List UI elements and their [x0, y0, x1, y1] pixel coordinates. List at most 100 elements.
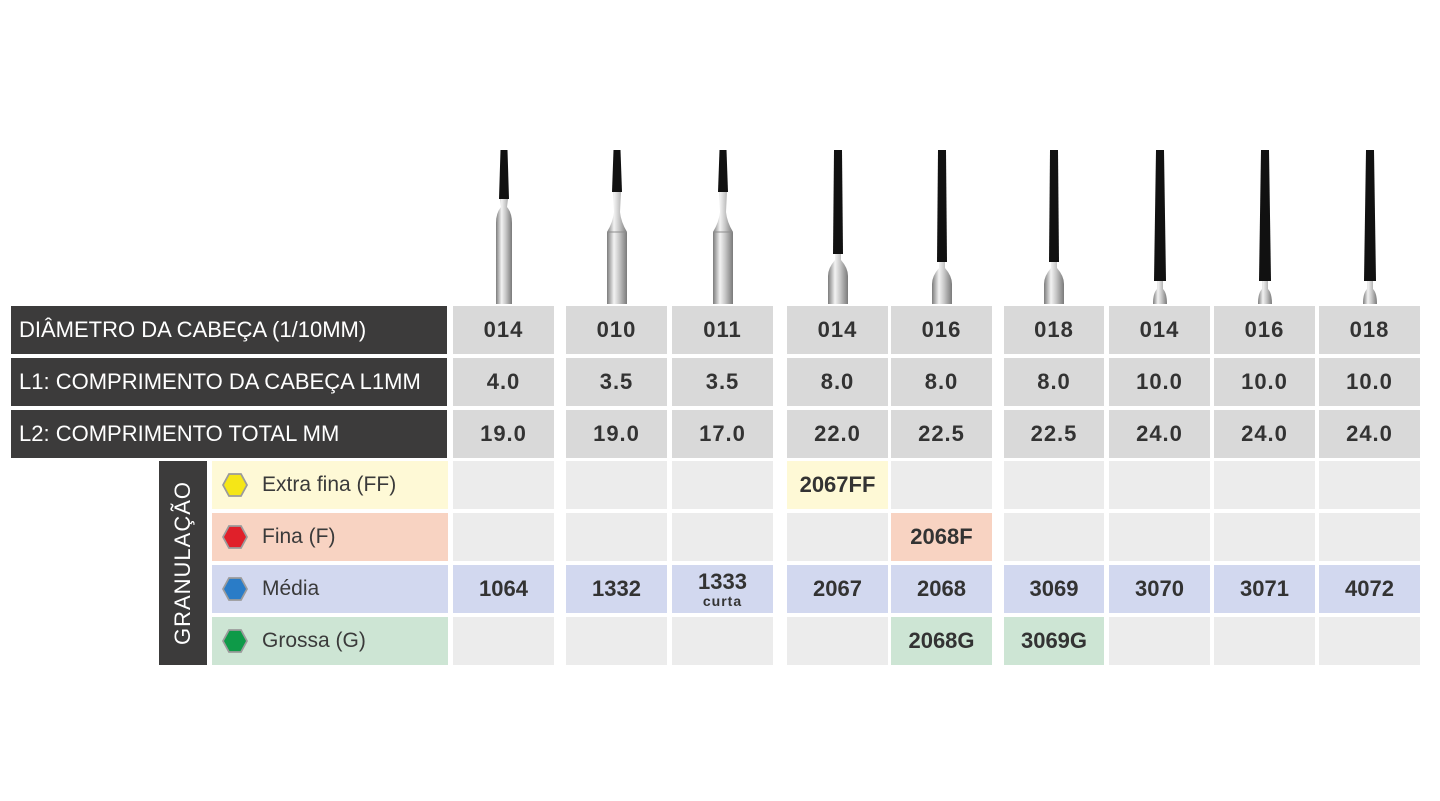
green-hexagon-icon — [222, 629, 248, 653]
row-header-total-length: L2: COMPRIMENTO TOTAL MM — [11, 410, 447, 458]
product-code-cell[interactable]: 3069 — [1004, 565, 1104, 613]
product-code-cell[interactable]: 3071 — [1214, 565, 1315, 613]
diameter-cell: 018 — [1319, 306, 1420, 354]
product-code: 3069 — [1029, 576, 1079, 601]
granulation-vertical-header: GRANULAÇÃO — [159, 461, 207, 665]
total-length-cell: 24.0 — [1319, 410, 1420, 458]
granulation-label-text: Grossa (G) — [262, 629, 366, 652]
bur-illustration — [931, 150, 952, 304]
empty-cell — [672, 617, 773, 665]
head-length-cell: 10.0 — [1109, 358, 1210, 406]
head-length-cell: 4.0 — [453, 358, 554, 406]
row-header-head-length: L1: COMPRIMENTO DA CABEÇA L1MM — [11, 358, 447, 406]
bur-illustration — [827, 150, 848, 304]
bur-illustration — [606, 150, 627, 304]
empty-cell — [566, 513, 667, 561]
product-code: 1064 — [479, 576, 528, 601]
product-code-cell[interactable]: 2067FF — [787, 461, 888, 509]
empty-cell — [1214, 617, 1315, 665]
empty-cell — [1109, 617, 1210, 665]
product-code-cell[interactable]: 2068G — [891, 617, 992, 665]
empty-cell — [453, 513, 554, 561]
granulation-title: GRANULAÇÃO — [170, 480, 195, 646]
total-length-cell: 22.5 — [891, 410, 992, 458]
diameter-cell: 014 — [453, 306, 554, 354]
diameter-cell: 016 — [891, 306, 992, 354]
bur-head — [611, 150, 622, 192]
bur-illustration — [712, 150, 733, 304]
product-code: 2068G — [908, 628, 975, 653]
empty-cell — [1319, 513, 1420, 561]
product-code-cell[interactable]: 3070 — [1109, 565, 1210, 613]
bur-illustration — [495, 150, 512, 304]
product-code-cell[interactable]: 1333 curta — [672, 565, 773, 613]
diameter-cell: 014 — [787, 306, 888, 354]
product-code-cell[interactable]: 2067 — [787, 565, 888, 613]
total-length-cell: 17.0 — [672, 410, 773, 458]
bur-illustration — [1044, 150, 1064, 304]
total-length-cell: 22.0 — [787, 410, 888, 458]
empty-cell — [1214, 513, 1315, 561]
row-header-diameter: DIÂMETRO DA CABEÇA (1/10MM) — [11, 306, 447, 354]
product-code-cell[interactable]: 3069G — [1004, 617, 1104, 665]
product-code: 2068F — [910, 524, 973, 549]
granulation-label-1: Fina (F) — [212, 513, 448, 561]
empty-cell — [1319, 617, 1420, 665]
yellow-hexagon-icon — [222, 473, 248, 497]
product-code-cell[interactable]: 2068 — [891, 565, 992, 613]
product-code-cell[interactable]: 2068F — [891, 513, 992, 561]
diameter-cell: 018 — [1004, 306, 1104, 354]
head-length-cell: 3.5 — [566, 358, 667, 406]
product-code: 2067 — [813, 576, 862, 601]
empty-cell — [1004, 461, 1104, 509]
total-length-cell: 19.0 — [453, 410, 554, 458]
product-code: 3071 — [1240, 576, 1289, 601]
granulation-label-text: Média — [262, 577, 320, 600]
product-code: 3070 — [1135, 576, 1184, 601]
product-code-cell[interactable]: 1064 — [453, 565, 554, 613]
empty-cell — [1109, 461, 1210, 509]
bur-head — [1049, 150, 1059, 262]
product-code: 3069G — [1020, 628, 1088, 653]
empty-cell — [1214, 461, 1315, 509]
empty-cell — [891, 461, 992, 509]
empty-cell — [787, 617, 888, 665]
total-length-cell: 24.0 — [1214, 410, 1315, 458]
head-length-cell: 8.0 — [787, 358, 888, 406]
empty-cell — [1004, 513, 1104, 561]
product-code-cell[interactable]: 1332 — [566, 565, 667, 613]
product-code-note: curta — [702, 593, 743, 609]
product-code: 4072 — [1345, 576, 1394, 601]
empty-cell — [1319, 461, 1420, 509]
empty-cell — [787, 513, 888, 561]
empty-cell — [672, 461, 773, 509]
product-code: 1332 — [592, 576, 641, 601]
head-length-cell: 3.5 — [672, 358, 773, 406]
bur-illustration — [1257, 150, 1272, 304]
bur-head — [498, 150, 509, 199]
bur-head — [1363, 150, 1376, 281]
head-length-cell: 8.0 — [891, 358, 992, 406]
empty-cell — [453, 461, 554, 509]
product-code: 2067FF — [799, 472, 876, 497]
head-length-cell: 8.0 — [1004, 358, 1104, 406]
diameter-cell: 011 — [672, 306, 773, 354]
head-length-cell: 10.0 — [1214, 358, 1315, 406]
product-code-cell[interactable]: 4072 — [1319, 565, 1420, 613]
bur-head — [1153, 150, 1166, 281]
empty-cell — [566, 461, 667, 509]
diameter-cell: 010 — [566, 306, 667, 354]
granulation-label-0: Extra fina (FF) — [212, 461, 448, 509]
red-hexagon-icon — [222, 525, 248, 549]
bur-head — [1258, 150, 1271, 281]
empty-cell — [453, 617, 554, 665]
blue-hexagon-icon — [222, 577, 248, 601]
empty-cell — [672, 513, 773, 561]
product-code: 2068 — [917, 576, 966, 601]
total-length-cell: 24.0 — [1109, 410, 1210, 458]
total-length-cell: 19.0 — [566, 410, 667, 458]
empty-cell — [566, 617, 667, 665]
granulation-label-text: Fina (F) — [262, 525, 336, 548]
granulation-label-text: Extra fina (FF) — [262, 473, 397, 496]
